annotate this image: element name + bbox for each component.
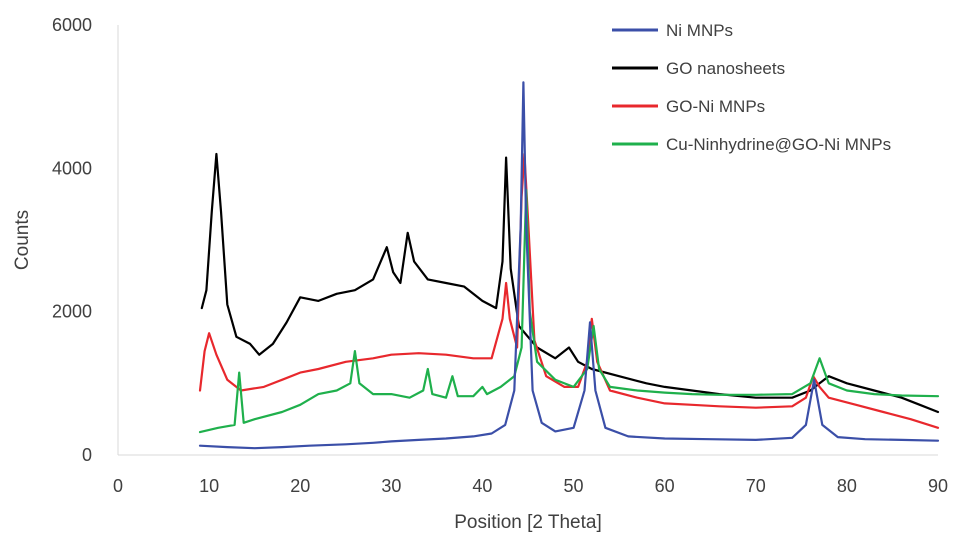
x-tick-label: 30 — [381, 476, 401, 496]
y-axis-ticks: 0 2000 4000 6000 — [52, 15, 92, 465]
x-tick-label: 80 — [837, 476, 857, 496]
y-tick-label: 6000 — [52, 15, 92, 35]
legend-label-1: GO nanosheets — [666, 59, 785, 78]
series-layer — [198, 81, 940, 450]
y-tick-label: 0 — [82, 445, 92, 465]
legend-label-0: Ni MNPs — [666, 21, 733, 40]
x-tick-label: 20 — [290, 476, 310, 496]
legend-label-2: GO-Ni MNPs — [666, 97, 765, 116]
series-line-1 — [200, 152, 940, 414]
x-axis-ticks: 0 10 20 30 40 50 60 70 80 90 — [113, 476, 948, 496]
x-tick-label: 50 — [564, 476, 584, 496]
x-axis-title: Position [2 Theta] — [454, 512, 602, 533]
legend: Ni MNPs GO nanosheets GO-Ni MNPs Cu-Ninhydr… — [612, 21, 891, 154]
y-tick-label: 2000 — [52, 302, 92, 322]
series-line-3 — [198, 188, 940, 434]
x-tick-label: 10 — [199, 476, 219, 496]
y-axis-title: Counts — [12, 210, 33, 270]
x-tick-label: 0 — [113, 476, 123, 496]
legend-label-3: Cu-Ninhydrine@GO-Ni MNPs — [666, 135, 891, 154]
y-tick-label: 4000 — [52, 158, 92, 178]
x-tick-label: 60 — [655, 476, 675, 496]
x-tick-label: 40 — [472, 476, 492, 496]
x-tick-label: 70 — [746, 476, 766, 496]
x-tick-label: 90 — [928, 476, 948, 496]
series-line-2 — [198, 152, 940, 429]
series-line-0 — [198, 81, 940, 450]
